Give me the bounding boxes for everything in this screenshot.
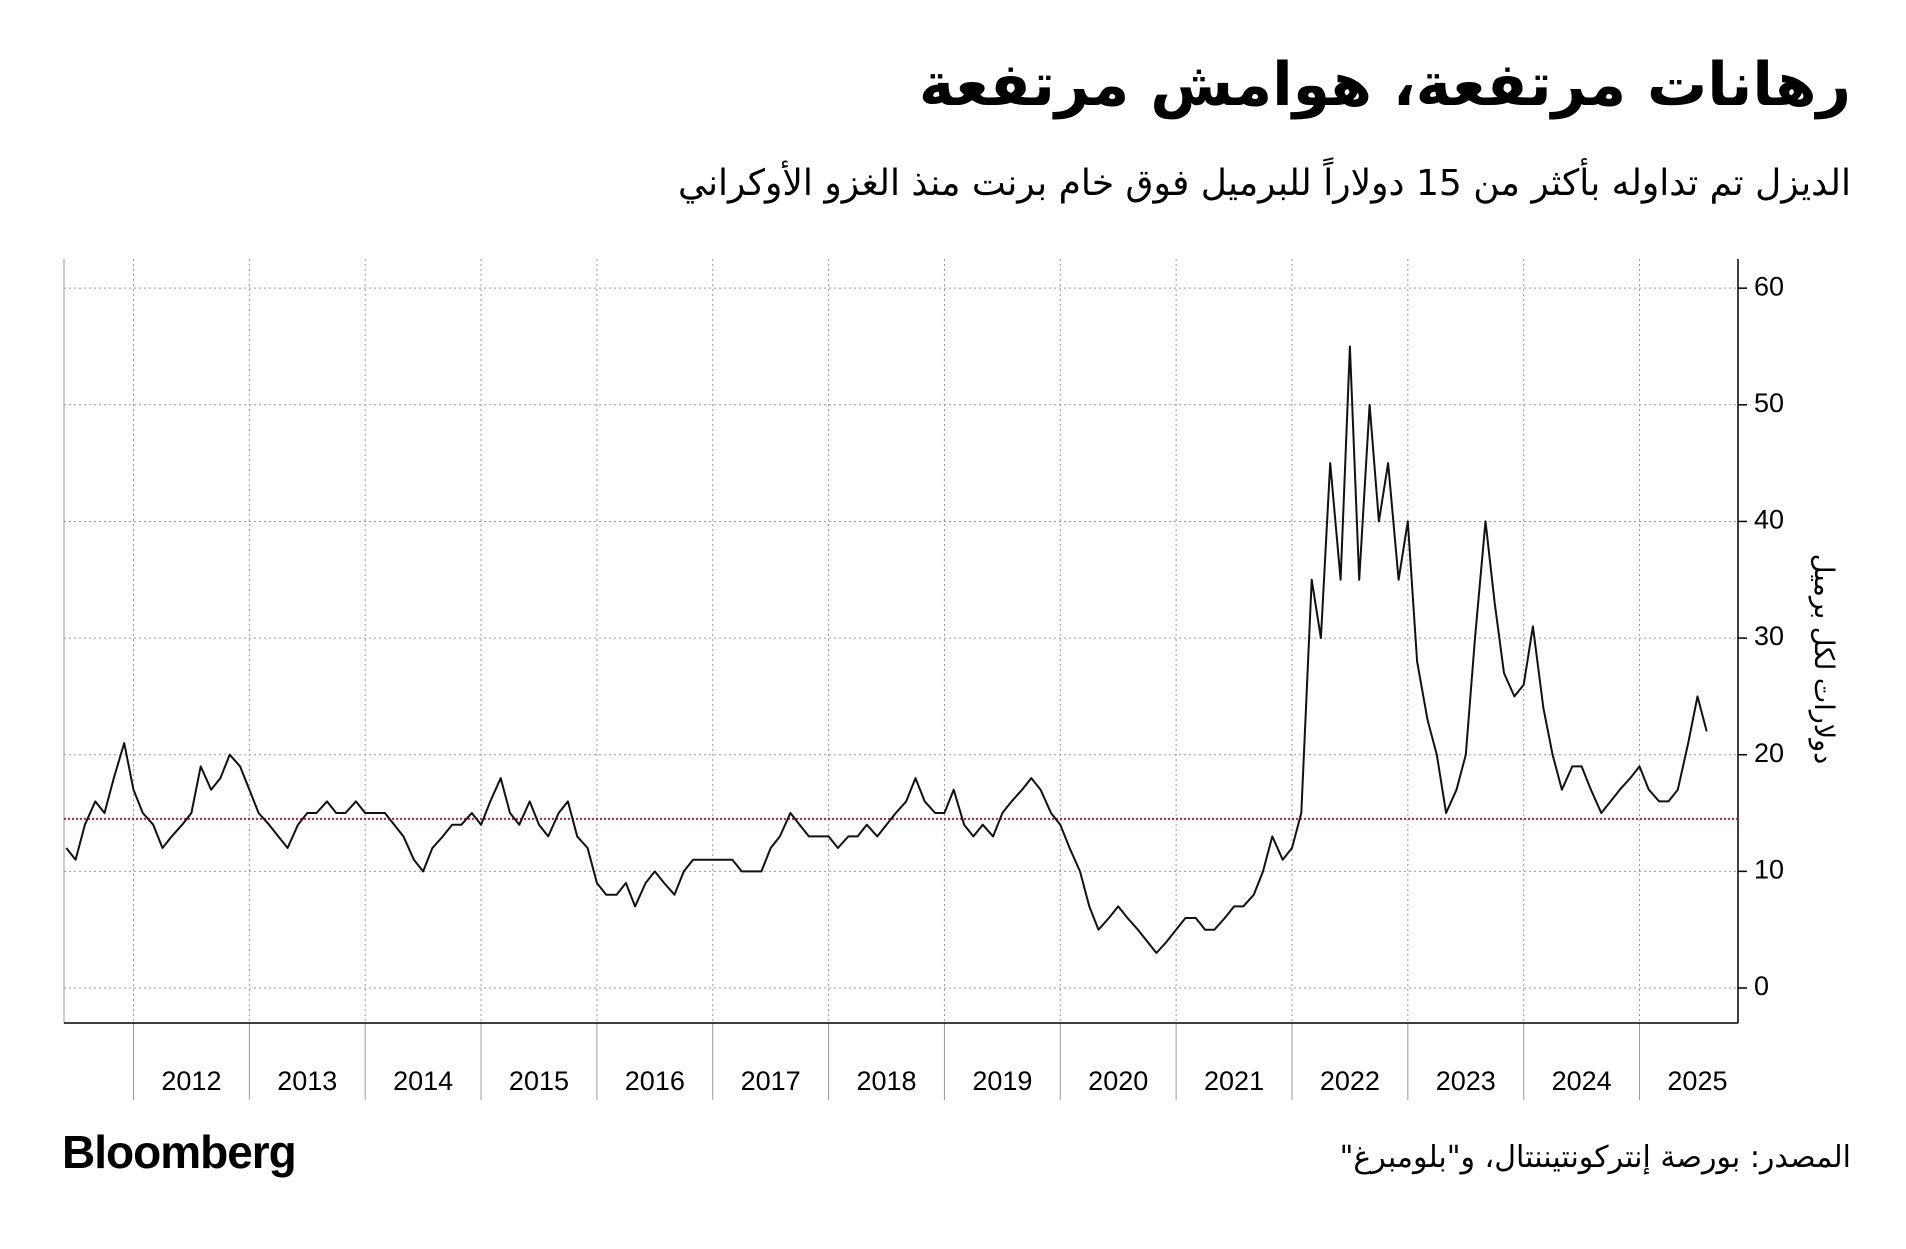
x-tick-label: 2025 bbox=[1667, 1066, 1727, 1096]
y-tick-label: 20 bbox=[1754, 738, 1784, 768]
x-tick-label: 2019 bbox=[972, 1066, 1032, 1096]
chart-subtitle: الديزل تم تداوله بأكثر من 15 دولاراً للب… bbox=[677, 163, 1851, 204]
y-tick-label: 40 bbox=[1754, 505, 1784, 535]
x-tick-label: 2012 bbox=[161, 1066, 221, 1096]
y-tick-label: 50 bbox=[1754, 388, 1784, 418]
data-line bbox=[65, 345, 1708, 954]
y-tick-label: 30 bbox=[1754, 621, 1784, 651]
x-tick-label: 2020 bbox=[1088, 1066, 1148, 1096]
chart-title: رهانات مرتفعة، هوامش مرتفعة bbox=[918, 50, 1851, 120]
x-tick-label: 2014 bbox=[393, 1066, 453, 1096]
chart: دولارات لكل برميل 2012 2013 2014 2015 2016 20… bbox=[63, 259, 1839, 1100]
y-tick-label: 60 bbox=[1754, 271, 1784, 301]
x-tick-label: 2024 bbox=[1552, 1066, 1612, 1096]
x-tick-label: 2023 bbox=[1436, 1066, 1496, 1096]
source-note: المصدر: بورصة إنتركونتيننتال، و"بلومبرغ" bbox=[1339, 1140, 1851, 1175]
x-tick-label: 2018 bbox=[856, 1066, 916, 1096]
y-tick-label: 10 bbox=[1754, 854, 1784, 884]
x-tick-label: 2013 bbox=[277, 1066, 337, 1096]
x-tick-label: 2015 bbox=[509, 1066, 569, 1096]
x-tick-label: 2016 bbox=[625, 1066, 685, 1096]
y-axis-label: دولارات لكل برميل bbox=[1808, 554, 1839, 764]
x-tick-label: 2021 bbox=[1204, 1066, 1264, 1096]
x-tick-label: 2017 bbox=[741, 1066, 801, 1096]
x-tick-label: 2022 bbox=[1320, 1066, 1380, 1096]
brand-logo: Bloomberg bbox=[62, 1126, 297, 1178]
y-tick-label: 0 bbox=[1754, 971, 1769, 1001]
